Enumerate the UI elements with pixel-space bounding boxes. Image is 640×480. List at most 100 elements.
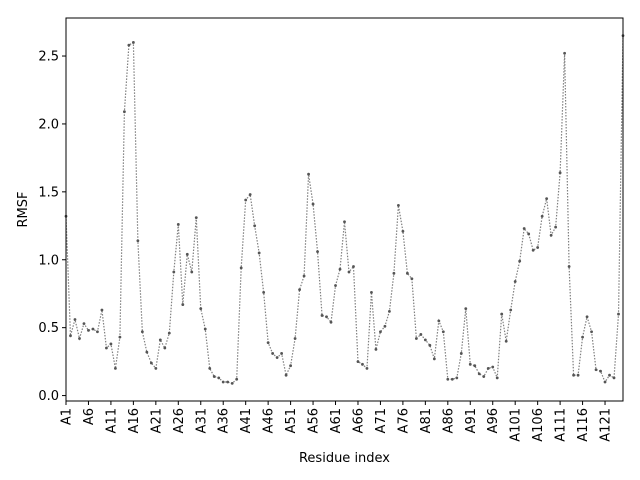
- data-point: [450, 377, 454, 381]
- x-tick-label: A101: [509, 408, 524, 442]
- data-point: [230, 381, 234, 385]
- data-point: [361, 362, 364, 366]
- data-point: [392, 271, 396, 275]
- data-point: [163, 346, 167, 350]
- y-tick-label: 0.0: [38, 389, 59, 404]
- data-point: [199, 307, 203, 311]
- data-point: [594, 368, 598, 372]
- data-point: [437, 319, 441, 323]
- data-point: [149, 361, 153, 365]
- data-point: [405, 271, 409, 275]
- data-point: [410, 277, 414, 281]
- data-point: [131, 41, 135, 44]
- data-point: [379, 330, 382, 334]
- data-point: [87, 328, 90, 332]
- data-point: [585, 315, 589, 319]
- data-point: [590, 330, 593, 334]
- data-point: [477, 372, 481, 376]
- data-point: [338, 267, 342, 271]
- x-tick-label: A121: [599, 408, 614, 442]
- data-point: [401, 229, 405, 233]
- data-point: [145, 350, 149, 354]
- data-point: [334, 284, 337, 287]
- y-tick-label: 2.5: [38, 50, 59, 65]
- data-point: [518, 259, 522, 263]
- data-point: [181, 303, 185, 306]
- x-tick-label: A51: [284, 408, 299, 433]
- data-point: [549, 233, 553, 237]
- data-point: [365, 367, 369, 370]
- data-point: [329, 320, 333, 324]
- x-tick-label: A56: [307, 408, 322, 433]
- data-point: [428, 343, 432, 347]
- data-point: [78, 337, 81, 340]
- x-axis-ticks: A1 A6 A11 A16 A21 A26 A31 A36 A41 A46 A51 A56 A61 A66…: [60, 401, 614, 442]
- data-point: [441, 330, 445, 334]
- data-point: [581, 335, 584, 339]
- data-point: [397, 204, 400, 207]
- data-point: [343, 220, 346, 224]
- y-tick-label: 1.5: [38, 185, 59, 200]
- data-point: [352, 265, 355, 268]
- data-point: [217, 376, 221, 380]
- data-point: [414, 337, 418, 340]
- data-point: [370, 290, 373, 294]
- data-point: [280, 352, 284, 355]
- data-point: [486, 367, 490, 370]
- x-tick-label: A46: [262, 408, 277, 433]
- data-point: [158, 338, 162, 342]
- x-tick-label: A76: [396, 408, 411, 433]
- data-point: [82, 322, 86, 325]
- data-point: [185, 252, 189, 256]
- y-tick-label: 0.5: [38, 321, 59, 336]
- data-point: [527, 232, 531, 236]
- data-point: [109, 342, 113, 346]
- data-point: [455, 376, 459, 380]
- x-tick-label: A21: [149, 408, 164, 433]
- data-point: [608, 373, 611, 377]
- data-point: [320, 314, 324, 317]
- data-point: [572, 373, 575, 377]
- data-point: [522, 227, 526, 230]
- data-point: [599, 369, 602, 373]
- data-point: [432, 357, 436, 361]
- plot-area-frame: [65, 17, 624, 402]
- data-point: [464, 307, 468, 311]
- x-tick-label: A16: [127, 408, 142, 433]
- data-point: [468, 362, 472, 366]
- data-point: [554, 225, 558, 229]
- data-point: [176, 223, 180, 226]
- data-point: [203, 327, 207, 331]
- data-point: [100, 308, 104, 312]
- x-tick-label: A26: [172, 408, 187, 433]
- data-point: [563, 51, 566, 55]
- data-point: [311, 202, 315, 206]
- data-point: [459, 352, 463, 355]
- data-point: [208, 367, 212, 370]
- x-axis-label: Residue index: [299, 451, 390, 466]
- data-point: [383, 324, 387, 328]
- data-point: [212, 375, 216, 378]
- data-point: [356, 360, 360, 364]
- x-tick-label: A1: [60, 408, 75, 425]
- x-tick-label: A96: [486, 408, 501, 433]
- data-point: [617, 312, 620, 316]
- data-point: [423, 338, 427, 342]
- data-point: [190, 270, 194, 274]
- data-point: [495, 376, 499, 380]
- data-point: [545, 197, 549, 201]
- data-point: [289, 364, 292, 368]
- data-point: [172, 270, 176, 274]
- data-point: [118, 335, 122, 339]
- data-point: [69, 334, 72, 338]
- x-tick-label: A106: [531, 408, 546, 442]
- x-tick-label: A11: [104, 408, 119, 433]
- data-point: [271, 352, 275, 355]
- x-tick-label: A61: [329, 408, 344, 433]
- data-point: [239, 266, 243, 270]
- data-point: [419, 333, 423, 336]
- data-point: [500, 312, 504, 316]
- x-tick-label: A6: [82, 408, 97, 425]
- data-point: [221, 380, 225, 384]
- data-point: [347, 270, 351, 274]
